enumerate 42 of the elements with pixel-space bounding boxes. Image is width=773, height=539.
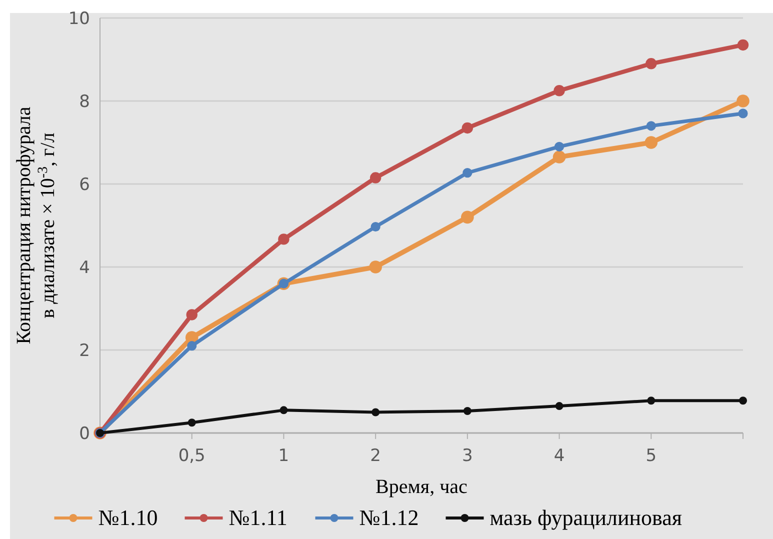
legend-label: №1.10 [98, 505, 158, 530]
point [188, 418, 196, 427]
x-tick-label: 0,5 [178, 446, 206, 466]
point [370, 172, 382, 184]
x-tick-label: 3 [462, 446, 473, 466]
point [555, 402, 564, 410]
point [737, 39, 749, 51]
x-tick-label: 1 [278, 446, 290, 466]
legend-label: №1.12 [359, 505, 419, 530]
point [186, 309, 198, 320]
point [736, 94, 750, 108]
y-tick-label: 6 [79, 174, 90, 195]
point [646, 58, 657, 70]
point [372, 408, 380, 416]
point [552, 150, 566, 164]
y-tick-label: 4 [79, 258, 90, 278]
point [647, 396, 656, 405]
y-tick-label: 2 [79, 340, 90, 361]
point [462, 122, 474, 134]
point [280, 406, 288, 414]
point [462, 168, 472, 178]
x-axis-title: Время, час [376, 476, 468, 498]
y-tick-label: 0 [79, 424, 90, 444]
point [369, 260, 382, 274]
y-tick-label: 10 [68, 8, 90, 29]
y-tick-label: 8 [79, 92, 90, 112]
legend-label: №1.11 [228, 505, 288, 530]
point [461, 210, 474, 224]
x-tick-label: 5 [646, 446, 657, 466]
point [739, 396, 747, 405]
point [646, 121, 656, 131]
point [644, 136, 658, 149]
x-tick-label: 4 [554, 446, 565, 466]
point [278, 234, 290, 245]
point [554, 85, 565, 96]
x-tick-label: 2 [370, 446, 381, 466]
point [370, 222, 380, 232]
legend-label: мазь фурацилиновая [490, 505, 682, 530]
point [187, 341, 197, 351]
point [554, 142, 564, 152]
point [738, 108, 748, 118]
point [463, 407, 472, 416]
